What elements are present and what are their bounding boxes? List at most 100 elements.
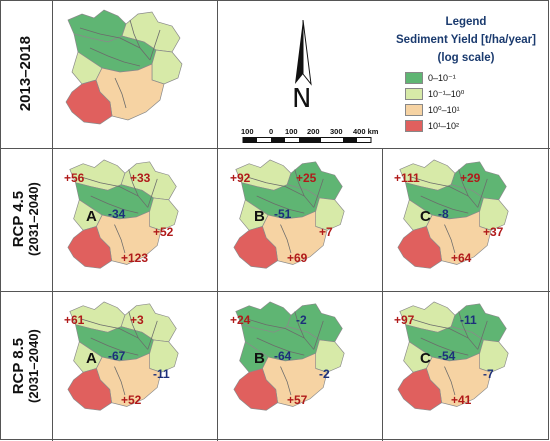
change-label-south: +41 <box>451 393 472 407</box>
river-line <box>420 337 469 356</box>
scale-tick-2: 100 <box>285 127 298 136</box>
change-label-center: -34 <box>108 207 126 221</box>
legend-subtitle: Sediment Yield [t/ha/year] <box>396 34 536 46</box>
river-line <box>147 320 158 350</box>
change-label-nw: +56 <box>64 171 85 185</box>
river-line <box>129 19 141 49</box>
river-line <box>280 366 292 396</box>
change-label-center: -54 <box>438 349 456 363</box>
panel-letter-rcp85-A: A <box>86 350 97 367</box>
change-label-nw: +92 <box>230 171 251 185</box>
change-label-south: +52 <box>121 393 142 407</box>
map-rcp85-A <box>67 301 179 411</box>
map-rcp45-A <box>67 159 179 269</box>
river-line <box>458 169 469 197</box>
change-label-south: +64 <box>451 251 472 265</box>
river-line <box>313 320 324 350</box>
river-line <box>411 176 479 208</box>
river-line <box>477 178 488 208</box>
scale-tick-4: 300 <box>330 127 343 136</box>
panel-letter-rcp85-B: B <box>254 350 265 367</box>
river-line <box>313 178 324 208</box>
scale-tick-5: 400 km <box>353 127 379 136</box>
change-label-ne: -2 <box>296 313 307 327</box>
region-sw <box>67 368 112 411</box>
label-column-divider <box>52 0 53 441</box>
map-rcp45-B <box>233 159 345 269</box>
map-rcp85-C <box>397 301 509 411</box>
change-label-ne: -11 <box>460 313 477 327</box>
river-line <box>256 195 305 214</box>
river-line <box>411 318 479 350</box>
legend-title: Legend <box>445 16 487 28</box>
region-sw <box>397 368 442 411</box>
river-line <box>128 311 139 339</box>
legend-item-1: 0–10⁻¹ <box>405 72 456 84</box>
river-line <box>280 224 292 254</box>
river-line <box>149 29 161 61</box>
legend-swatch-3 <box>405 104 423 116</box>
legend-item-4: 10¹–10² <box>405 120 459 132</box>
map-rcp45-C <box>397 159 509 269</box>
change-label-south: +123 <box>121 251 149 265</box>
river-line <box>114 224 126 254</box>
change-label-nw: +97 <box>394 313 415 327</box>
row-label-rcp45: RCP 4.5 (2031–2040) <box>9 182 42 257</box>
river-line <box>147 178 158 208</box>
legend-subtitle-scale: (log scale) <box>437 52 495 64</box>
change-label-east: -2 <box>319 367 330 381</box>
river-line <box>81 318 149 350</box>
panel-letter-rcp85-C: C <box>420 350 431 367</box>
panel-letter-rcp45-A: A <box>86 208 97 225</box>
change-label-nw: +111 <box>394 171 420 185</box>
river-line <box>128 169 139 197</box>
change-label-south: +69 <box>287 251 308 265</box>
region-sw <box>65 79 113 125</box>
river-line <box>89 47 141 67</box>
change-label-east: -7 <box>483 367 494 381</box>
row-label-baseline: 2013–2018 <box>17 36 35 112</box>
region-east <box>151 49 183 85</box>
map-rcp85-B <box>233 301 345 411</box>
north-arrow-icon <box>295 19 312 86</box>
legend-item-3: 10⁰–10¹ <box>405 104 460 116</box>
river-line <box>444 366 456 396</box>
row-label-rcp85: RCP 8.5 (2031–2040) <box>9 329 42 403</box>
change-label-ne: +29 <box>460 171 481 185</box>
change-label-center: -51 <box>274 207 292 221</box>
change-label-nw: +24 <box>230 313 251 327</box>
change-label-ne: +3 <box>130 313 144 327</box>
map-baseline <box>65 9 183 125</box>
river-line <box>444 224 456 254</box>
change-label-east: +52 <box>153 225 174 239</box>
scale-tick-3: 200 <box>307 127 320 136</box>
panel-letter-rcp45-C: C <box>420 208 431 225</box>
river-line <box>114 77 127 109</box>
legend-swatch-4 <box>405 120 423 132</box>
north-arrow-label: N <box>292 84 312 114</box>
column-divider-1 <box>217 0 218 441</box>
river-line <box>294 169 305 197</box>
legend-item-2: 10⁻¹–10⁰ <box>405 88 464 100</box>
legend-swatch-1 <box>405 72 423 84</box>
scale-tick-0: 100 <box>241 127 254 136</box>
change-label-ne: +25 <box>296 171 317 185</box>
row-divider-1 <box>0 148 550 149</box>
river-line <box>247 176 315 208</box>
river-line <box>90 337 139 356</box>
change-label-east: +37 <box>483 225 504 239</box>
change-label-ne: +33 <box>130 171 151 185</box>
scale-tick-1: 0 <box>269 127 274 136</box>
legend-swatch-2 <box>405 88 423 100</box>
river-line <box>247 318 315 350</box>
column-divider-2 <box>382 148 383 441</box>
region-sw <box>67 226 112 269</box>
region-sw <box>397 226 442 269</box>
river-line <box>294 311 305 339</box>
river-line <box>81 176 149 208</box>
change-label-center: -8 <box>438 207 449 221</box>
river-line <box>90 195 139 214</box>
change-label-center: -67 <box>108 349 126 363</box>
change-label-south: +57 <box>287 393 308 407</box>
